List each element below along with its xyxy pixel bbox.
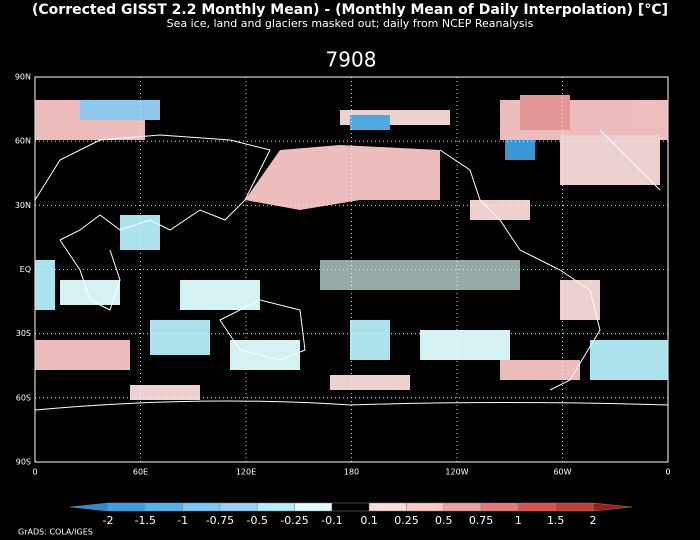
lat-label: 30S (16, 329, 31, 338)
colorbar-end (69, 502, 109, 512)
colorbar-label: -1 (177, 514, 188, 527)
lon-label: 180 (344, 468, 359, 477)
lon-label: 120E (236, 468, 256, 477)
colorbar-box (443, 502, 482, 512)
colorbar-label: 2 (590, 514, 597, 527)
lat-label: 30N (15, 201, 31, 210)
credit: GrADS: COLA/IGES (18, 528, 93, 537)
colorbar-box (368, 502, 407, 512)
lat-label: 60N (15, 137, 31, 146)
map (34, 76, 669, 463)
lon-label: 120W (445, 468, 468, 477)
colorbar-label: 0.5 (435, 514, 453, 527)
colorbar-label: -0.75 (206, 514, 234, 527)
colorbar-label: -0.25 (280, 514, 308, 527)
colorbar-label: 1.5 (547, 514, 565, 527)
colorbar-label: -2 (103, 514, 114, 527)
colorbar-box (406, 502, 445, 512)
lon-label: 0 (32, 468, 37, 477)
colorbar-box (331, 502, 370, 512)
colorbar-label: 1 (515, 514, 522, 527)
colorbar-label: 0.25 (394, 514, 419, 527)
colorbar-box (480, 502, 519, 512)
colorbar-box (182, 502, 221, 512)
lon-label: 60E (133, 468, 148, 477)
colorbar-box (555, 502, 594, 512)
subtitle: Sea ice, land and glaciers masked out; d… (167, 17, 534, 30)
lat-label: 90S (16, 458, 31, 467)
panel-label: 7908 (326, 48, 377, 72)
colorbar-box (107, 502, 146, 512)
colorbar-box (518, 502, 556, 512)
title: (Corrected GISST 2.2 Monthly Mean) - (Mo… (32, 2, 668, 18)
colorbar-box (219, 502, 258, 512)
coastlines (34, 129, 669, 411)
colorbar-end (592, 502, 633, 512)
colorbar-label: 0.75 (469, 514, 494, 527)
colorbar-label: 0.1 (360, 514, 378, 527)
lat-label: EQ (20, 265, 31, 274)
colorbar-label: -0.1 (321, 514, 342, 527)
colorbar-label: -0.5 (246, 514, 267, 527)
lon-label: 60W (553, 468, 571, 477)
lat-label: 90N (15, 73, 31, 82)
colorbar-box (256, 502, 295, 512)
colorbar-box (294, 502, 333, 512)
anomaly-patches (35, 95, 668, 400)
colorbar-box (145, 502, 183, 512)
lon-label: 0 (665, 468, 670, 477)
lat-label: 60S (16, 393, 31, 402)
colorbar-label: -1.5 (135, 514, 156, 527)
